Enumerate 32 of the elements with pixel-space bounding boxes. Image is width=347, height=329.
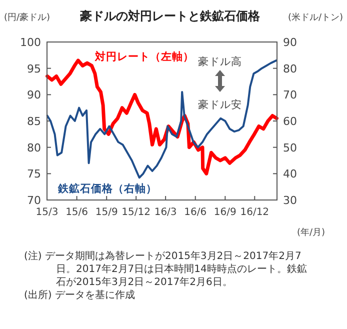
y-tick-label: 95 bbox=[27, 62, 41, 76]
chart-title: 豪ドルの対円レートと鉄鉱石価格 bbox=[79, 9, 261, 23]
y-tick-label: 80 bbox=[27, 141, 41, 154]
y-tick-label: 75 bbox=[27, 168, 41, 181]
x-tick-label: 15/12 bbox=[122, 207, 150, 218]
series-label: 鉄鉱石価格（右軸） bbox=[57, 182, 157, 195]
y2-tick-label: 80 bbox=[283, 62, 297, 76]
annotation: 豪ドル高 bbox=[198, 55, 242, 68]
y-tick-label: 85 bbox=[27, 115, 41, 128]
series-label: 対円レート（左軸） bbox=[94, 50, 194, 63]
x-tick-label: 16/6 bbox=[184, 207, 207, 218]
x-tick-label: 15/3 bbox=[36, 207, 58, 218]
y-tick-label: 70 bbox=[27, 194, 41, 207]
y2-tick-label: 70 bbox=[283, 88, 297, 102]
x-tick-label: 15/9 bbox=[95, 207, 118, 218]
y-axis-title: (円/豪ドル) bbox=[4, 12, 50, 23]
text: (出所) データを基に作成 bbox=[24, 289, 136, 302]
y2-tick-label: 60 bbox=[283, 115, 297, 128]
y2-tick-label: 50 bbox=[283, 141, 297, 154]
x-axis-title: (年/月) bbox=[296, 227, 325, 238]
y2-axis-title: (米ドル/トン) bbox=[288, 12, 343, 23]
y-tick-label: 100 bbox=[20, 36, 41, 49]
x-tick-label: 16/9 bbox=[214, 207, 236, 218]
y2-tick-label: 40 bbox=[283, 168, 297, 181]
x-tick-label: 16/3 bbox=[154, 207, 177, 218]
x-tick-label: 15/6 bbox=[66, 207, 88, 218]
y2-tick-label: 30 bbox=[283, 194, 297, 207]
y-tick-label: 90 bbox=[27, 88, 41, 102]
annotation: 豪ドル安 bbox=[198, 98, 242, 111]
y2-tick-label: 90 bbox=[283, 36, 297, 49]
text: (注) データ期間は為替レートが2015年3月2日～2017年2月7日。2017年2月7日は日本時間14時時点のレート。鉄鉱石が2015年3月2日～2017年2月6日。 bbox=[24, 250, 308, 289]
x-tick-label: 16/12 bbox=[240, 207, 270, 218]
